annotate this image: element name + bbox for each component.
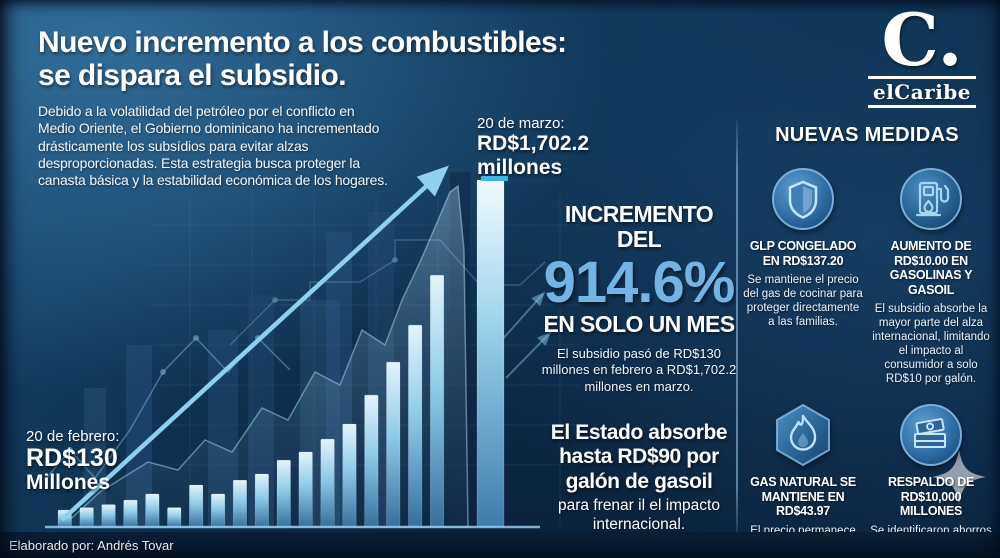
measure-title: GAS NATURAL SE MANTIENE EN RD$43.97 (750, 475, 856, 519)
intro-paragraph: Debido a la volatilidad del petróleo por… (38, 103, 388, 189)
statement-bold: El Estado absorbe hasta RD$90 por galón … (550, 421, 728, 493)
trend-arrow (60, 165, 449, 522)
bar (254, 473, 269, 528)
bar (101, 504, 116, 528)
money-icon (900, 404, 962, 467)
credit-bar: Elaborado por: Andrés Tovar (0, 532, 1000, 558)
bar (386, 361, 401, 528)
february-annotation: 20 de febrero: RD$130 Millones (26, 428, 119, 494)
bar (189, 484, 204, 528)
panel-title: NUEVAS MEDIDAS (775, 124, 959, 146)
logo-monogram: C. (881, 0, 963, 82)
bar (476, 179, 505, 528)
bar (123, 499, 138, 528)
measure-title: AUMENTO DE RD$10.00 EN GASOLINAS Y GASOI… (889, 239, 973, 297)
increase-highlight: INCREMENTO DEL 914.6% EN SOLO UN MES El … (540, 201, 738, 395)
highlight-percent: 914.6% (543, 249, 736, 315)
bar (429, 274, 445, 528)
flame-icon (776, 404, 830, 467)
vertical-divider (736, 120, 738, 536)
new-measures-panel: NUEVAS MEDIDAS GLP CONGELADO EN RD$137.2… (742, 124, 992, 558)
title-line-1: Nuevo incremento a los combustibles: (38, 26, 567, 59)
page-title: Nuevo incremento a los combustibles: se … (38, 26, 638, 92)
bars (57, 179, 505, 528)
measure-title: GLP CONGELADO EN RD$137.20 (749, 239, 857, 268)
bar (276, 459, 291, 528)
bar (342, 423, 357, 528)
measure-title: RESPALDO DE RD$10,000 MILLONES (887, 475, 975, 519)
march-date: 20 de marzo: (477, 115, 565, 132)
bar (145, 493, 160, 528)
state-absorb-statement: El Estado absorbe hasta RD$90 por galón … (540, 421, 738, 534)
highlight-detail: El subsidio pasó de RD$130 millones en f… (541, 346, 737, 394)
bar (79, 507, 94, 528)
february-date: 20 de febrero: (26, 428, 120, 445)
bar (298, 451, 313, 528)
sparkle-icon (931, 449, 987, 505)
fuel-pump-icon (900, 168, 962, 230)
cyan-dash (481, 176, 508, 181)
statement-rest: para frenar il el impacto internacional. (558, 497, 720, 533)
bar (232, 479, 247, 528)
february-unit: Millones (26, 471, 111, 495)
credit-text: Elaborado por: Andrés Tovar (9, 537, 174, 553)
elcaribe-logo: C. elCaribe (860, 0, 984, 109)
bar (167, 507, 182, 528)
february-value: RD$130 (26, 444, 118, 472)
bar (320, 438, 335, 528)
logo-name: elCaribe (867, 76, 977, 109)
bar (364, 394, 379, 528)
highlight-kicker: INCREMENTO DEL (564, 201, 714, 253)
march-annotation: 20 de marzo: RD$1,702.2 millones (477, 115, 589, 179)
bar (211, 493, 226, 528)
measures-grid: GLP CONGELADO EN RD$137.20 Se mantiene e… (742, 166, 992, 558)
measure-glp: GLP CONGELADO EN RD$137.20 Se mantiene e… (742, 166, 864, 386)
march-unit: millones (477, 156, 563, 180)
measure-body: Se mantiene el precio del gas de cocinar… (743, 274, 863, 329)
measure-body: El subsidio absorbe la mayor parte del a… (872, 303, 990, 386)
march-value: RD$1,702.2 (477, 132, 590, 155)
shield-icon (772, 168, 834, 230)
bar (408, 324, 423, 528)
small-arrows (499, 291, 552, 379)
highlight-subkicker: EN SOLO UN MES (543, 310, 736, 337)
measure-gasolinas: AUMENTO DE RD$10.00 EN GASOLINAS Y GASOI… (870, 166, 992, 386)
title-line-2: se dispara el subsidio. (38, 59, 347, 92)
